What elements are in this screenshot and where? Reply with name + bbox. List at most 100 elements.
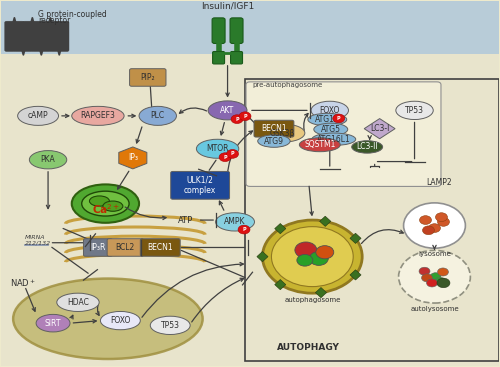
Text: ATP: ATP — [178, 215, 193, 225]
Ellipse shape — [90, 196, 110, 206]
FancyBboxPatch shape — [40, 21, 51, 51]
FancyBboxPatch shape — [0, 1, 500, 54]
Text: ATG12: ATG12 — [315, 115, 340, 124]
Circle shape — [226, 149, 238, 158]
Text: autophagosome: autophagosome — [284, 297, 341, 303]
Ellipse shape — [196, 139, 239, 158]
FancyBboxPatch shape — [14, 21, 24, 51]
Text: GSK3β: GSK3β — [270, 128, 295, 138]
Polygon shape — [350, 270, 361, 280]
Text: AUTOPHAGY: AUTOPHAGY — [278, 343, 340, 352]
Circle shape — [419, 267, 430, 275]
Text: pre-autophagosome: pre-autophagosome — [252, 81, 322, 88]
Circle shape — [420, 216, 432, 225]
FancyBboxPatch shape — [50, 21, 60, 51]
Text: receptor: receptor — [38, 16, 70, 25]
Circle shape — [404, 203, 466, 248]
Circle shape — [310, 251, 328, 265]
Circle shape — [262, 220, 362, 293]
Polygon shape — [274, 280, 286, 290]
Circle shape — [428, 224, 440, 232]
Ellipse shape — [100, 312, 140, 330]
Circle shape — [422, 226, 434, 235]
FancyBboxPatch shape — [0, 54, 500, 366]
Text: ATG16L1: ATG16L1 — [317, 135, 350, 144]
Polygon shape — [119, 147, 147, 169]
FancyBboxPatch shape — [254, 120, 294, 137]
Text: SIRT: SIRT — [45, 319, 62, 328]
Text: ULK1/2
complex: ULK1/2 complex — [184, 176, 216, 195]
Text: IP₃: IP₃ — [128, 153, 138, 163]
Ellipse shape — [36, 315, 70, 332]
Text: ATG9: ATG9 — [264, 137, 284, 146]
Polygon shape — [274, 224, 286, 234]
Circle shape — [435, 277, 446, 286]
Ellipse shape — [396, 101, 433, 120]
Text: G protein-coupled: G protein-coupled — [38, 10, 107, 19]
Text: MTOR: MTOR — [206, 144, 229, 153]
Ellipse shape — [13, 279, 202, 359]
Ellipse shape — [30, 150, 67, 169]
Text: LC3-II: LC3-II — [356, 142, 378, 152]
Ellipse shape — [139, 106, 176, 126]
Text: lysosome: lysosome — [418, 251, 451, 257]
Circle shape — [272, 227, 353, 287]
Text: PIP₂: PIP₂ — [140, 73, 155, 82]
Text: ATG5: ATG5 — [321, 125, 341, 134]
FancyBboxPatch shape — [170, 171, 230, 199]
Text: BCL2: BCL2 — [116, 243, 135, 252]
Circle shape — [438, 218, 450, 226]
Text: HDAC: HDAC — [67, 298, 89, 307]
Text: PKA: PKA — [40, 155, 56, 164]
FancyBboxPatch shape — [246, 82, 441, 186]
Ellipse shape — [72, 106, 124, 126]
Ellipse shape — [314, 123, 348, 135]
Text: FOXO: FOXO — [320, 106, 340, 115]
Circle shape — [438, 268, 448, 276]
Polygon shape — [320, 216, 331, 226]
Polygon shape — [350, 233, 361, 243]
Circle shape — [238, 225, 250, 234]
Circle shape — [398, 250, 470, 303]
Text: MIRNA
212/132: MIRNA 212/132 — [24, 235, 51, 246]
Circle shape — [316, 246, 334, 259]
FancyBboxPatch shape — [230, 18, 243, 43]
Polygon shape — [364, 119, 395, 139]
Circle shape — [333, 114, 344, 123]
Circle shape — [426, 279, 438, 287]
Text: AKT: AKT — [220, 106, 234, 115]
Text: P: P — [235, 117, 239, 121]
Text: P: P — [230, 151, 234, 156]
Text: Insulin/IGF1: Insulin/IGF1 — [201, 1, 254, 10]
Text: LC3-I: LC3-I — [370, 124, 390, 133]
Ellipse shape — [208, 101, 247, 120]
Ellipse shape — [216, 213, 254, 231]
Circle shape — [239, 112, 251, 121]
Ellipse shape — [150, 316, 190, 334]
Text: P: P — [243, 114, 247, 119]
FancyBboxPatch shape — [140, 239, 180, 256]
FancyBboxPatch shape — [32, 21, 42, 51]
FancyBboxPatch shape — [212, 51, 224, 64]
Text: LAMP2: LAMP2 — [426, 178, 452, 187]
Circle shape — [295, 242, 317, 258]
Circle shape — [297, 254, 313, 266]
Text: AMPK: AMPK — [224, 217, 246, 226]
Ellipse shape — [72, 184, 139, 223]
Circle shape — [437, 278, 450, 288]
Circle shape — [219, 153, 231, 161]
Text: cAMP: cAMP — [28, 111, 48, 120]
Polygon shape — [257, 251, 268, 262]
Text: P: P — [337, 116, 340, 121]
Text: P: P — [224, 155, 227, 160]
Ellipse shape — [103, 201, 123, 211]
Text: PLC: PLC — [150, 111, 165, 120]
Ellipse shape — [258, 135, 290, 147]
FancyBboxPatch shape — [130, 69, 166, 86]
Text: SQSTM1: SQSTM1 — [304, 140, 336, 149]
Text: NAD$^+$: NAD$^+$ — [10, 277, 36, 289]
Ellipse shape — [82, 191, 129, 216]
Text: BECN1: BECN1 — [261, 124, 286, 133]
FancyBboxPatch shape — [84, 239, 112, 256]
Text: TP53: TP53 — [405, 106, 424, 115]
